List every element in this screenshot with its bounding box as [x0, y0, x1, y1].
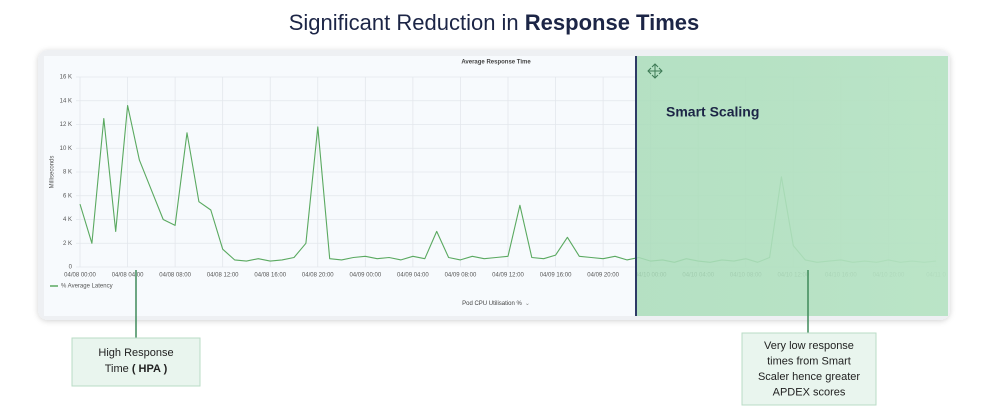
hpa-note-line: Time ( HPA ): [105, 363, 168, 375]
smart-note-line: Very low response: [764, 340, 854, 352]
hpa-note-box: [71, 337, 201, 387]
smart-note-line: times from Smart: [767, 355, 851, 367]
title-text: Significant Reduction in: [289, 10, 519, 35]
x-tick-label: 04/08 20:00: [302, 273, 334, 279]
y-tick-label: 0: [69, 265, 73, 271]
x-tick-label: 04/09 00:00: [349, 273, 381, 279]
legend-label: % Average Latency: [61, 284, 113, 290]
x-tick-label: 04/08 12:00: [207, 273, 239, 279]
x-tick-label: 04/09 04:00: [397, 273, 429, 279]
move-icon: [647, 63, 663, 79]
smart-note-box: [741, 332, 877, 406]
y-tick-label: 8 K: [63, 170, 72, 176]
smart-note-line: Scaler hence greater: [758, 371, 860, 383]
y-tick-label: 10 K: [60, 146, 72, 152]
y-tick-label: 2 K: [63, 241, 72, 247]
x-tick-label: 04/09 12:00: [492, 273, 524, 279]
y-tick-label: 12 K: [60, 122, 72, 128]
hpa-note-line: High Response: [98, 347, 173, 359]
y-tick-label: 16 K: [60, 75, 72, 81]
smart-note-line: APDEX scores: [773, 386, 846, 398]
hpa-note-text: Time: [105, 363, 129, 375]
hpa-note-emphasis: ( HPA ): [132, 363, 168, 375]
chart-title: Average Response Time: [461, 60, 531, 66]
y-tick-label: 4 K: [63, 217, 72, 223]
x-tick-label: 04/08 04:00: [112, 273, 144, 279]
chevron: ⌄: [525, 301, 530, 307]
x-tick-label: 04/08 08:00: [159, 273, 191, 279]
x-tick-label: 04/09 20:00: [587, 273, 619, 279]
slide-title: Significant Reduction in Response Times: [289, 10, 700, 35]
x-tick-label: 04/09 16:00: [540, 273, 572, 279]
y-axis-label: Milliseconds: [50, 156, 56, 189]
y-tick-label: 14 K: [60, 98, 72, 104]
y-tick-label: 6 K: [63, 193, 72, 199]
chart-footer: Pod CPU Utilisation % ⌄: [462, 301, 530, 307]
region-label: Smart Scaling: [666, 104, 759, 120]
smart-scaling-zone: [636, 56, 948, 316]
x-tick-label: 04/09 08:00: [445, 273, 477, 279]
x-tick-label: 04/08 16:00: [254, 273, 286, 279]
footer-text: Pod CPU Utilisation %: [462, 301, 522, 307]
smart-note: Very low response times from Smart Scaler …: [758, 340, 860, 399]
x-tick-label: 04/08 00:00: [64, 273, 96, 279]
title-emphasis: Response Times: [525, 10, 699, 35]
